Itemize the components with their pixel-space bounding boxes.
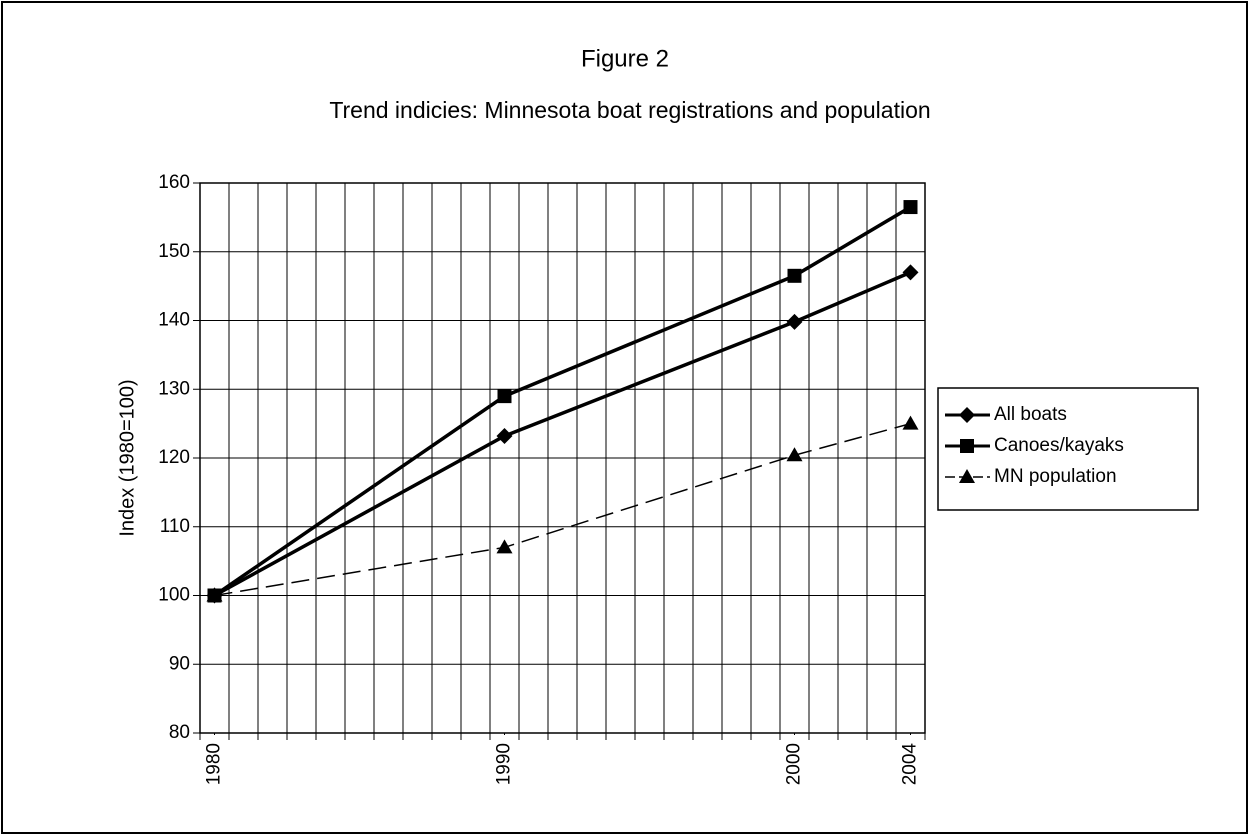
legend	[937, 387, 1199, 511]
chart-title: Figure 2	[581, 45, 669, 72]
y-tick-label: 120	[158, 447, 190, 468]
marker	[902, 415, 919, 430]
y-tick-label: 140	[158, 310, 190, 331]
x-tick-label: 1990	[494, 743, 515, 785]
chart-subtitle: Trend indicies: Minnesota boat registrat…	[329, 97, 930, 123]
y-tick-label: 90	[169, 653, 190, 674]
x-tick-label: 1980	[204, 743, 225, 785]
y-tick-label: 100	[158, 585, 190, 606]
y-tick-label: 110	[160, 516, 190, 537]
y-tick-label: 150	[158, 241, 190, 262]
x-tick-label: 2004	[900, 743, 921, 786]
y-tick-label: 130	[158, 378, 190, 399]
plot-border	[199, 182, 926, 734]
y-axis-label: Index (1980=100)	[116, 379, 138, 536]
y-tick-label: 160	[158, 172, 190, 193]
series-line	[213, 205, 912, 597]
series-line	[214, 422, 911, 597]
marker	[206, 587, 223, 602]
marker	[496, 539, 513, 554]
y-tick-label: 80	[169, 722, 190, 743]
marker	[496, 428, 513, 444]
legend-label: All boats	[994, 404, 1067, 425]
series-line	[213, 270, 912, 598]
marker	[959, 407, 975, 423]
marker	[959, 469, 975, 483]
marker	[960, 439, 974, 453]
x-tick-label: 2000	[784, 743, 805, 785]
marker	[786, 313, 803, 330]
marker	[787, 268, 802, 283]
legend-label: MN population	[994, 466, 1117, 487]
marker	[903, 200, 918, 215]
marker	[786, 447, 803, 462]
marker	[902, 264, 919, 281]
marker	[497, 389, 512, 404]
legend-label: Canoes/kayaks	[994, 435, 1124, 456]
